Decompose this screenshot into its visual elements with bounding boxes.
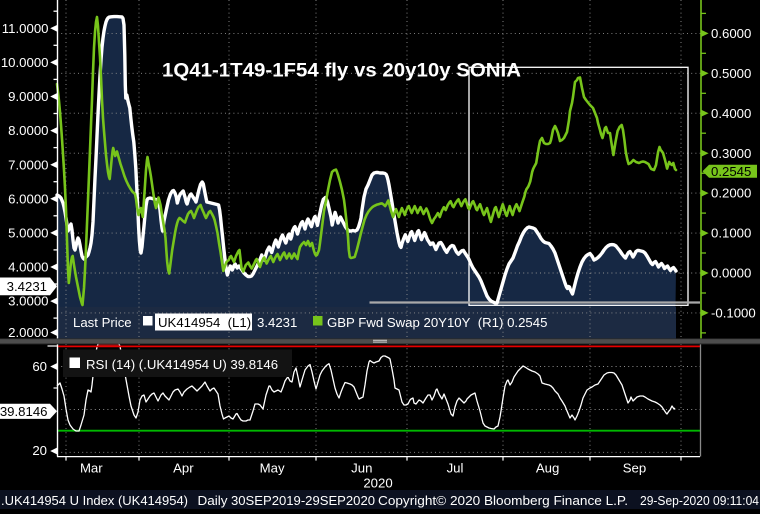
svg-text:Jul: Jul bbox=[447, 460, 464, 475]
svg-text:0.1000: 0.1000 bbox=[711, 226, 751, 241]
svg-text:4.0000: 4.0000 bbox=[8, 260, 48, 275]
svg-text:0.2545: 0.2545 bbox=[711, 164, 751, 179]
svg-text:3.0000: 3.0000 bbox=[8, 294, 48, 309]
svg-text:39.8146: 39.8146 bbox=[0, 404, 48, 419]
svg-text:-0.1000: -0.1000 bbox=[711, 306, 756, 321]
svg-text:10.0000: 10.0000 bbox=[1, 55, 49, 70]
svg-text:0.3000: 0.3000 bbox=[711, 146, 751, 161]
svg-text:1Q41-1T49-1F54 fly vs 20y10y S: 1Q41-1T49-1F54 fly vs 20y10y SONIA bbox=[162, 60, 521, 82]
svg-text:UK414954 (L1): UK414954 (L1) bbox=[158, 315, 251, 330]
svg-text:.UK414954 U Index (UK414954): .UK414954 U Index (UK414954) bbox=[1, 493, 188, 508]
svg-text:0.0000: 0.0000 bbox=[711, 266, 751, 281]
svg-text:3.4231: 3.4231 bbox=[7, 279, 47, 294]
svg-text:0.2000: 0.2000 bbox=[711, 186, 751, 201]
svg-text:2020: 2020 bbox=[363, 476, 392, 491]
svg-text:Sep: Sep bbox=[623, 460, 646, 475]
svg-text:Apr: Apr bbox=[173, 460, 194, 475]
svg-text:RSI (14) (.UK414954 U) 39.8146: RSI (14) (.UK414954 U) 39.8146 bbox=[86, 357, 278, 372]
svg-text:6.0000: 6.0000 bbox=[8, 191, 48, 206]
svg-text:GBP Fwd Swap 20Y10Y (R1) 0.25: GBP Fwd Swap 20Y10Y (R1) 0.2545 bbox=[327, 315, 547, 330]
svg-text:Last Price: Last Price bbox=[73, 315, 132, 330]
svg-text:May: May bbox=[260, 460, 285, 475]
svg-text:30SEP2019-29SEP2020: 30SEP2019-29SEP2020 bbox=[231, 493, 375, 508]
svg-text:2.0000: 2.0000 bbox=[8, 325, 48, 340]
svg-text:20: 20 bbox=[32, 443, 47, 458]
svg-text:Daily: Daily bbox=[198, 493, 228, 508]
svg-text:3.4231: 3.4231 bbox=[257, 315, 297, 330]
svg-text:Mar: Mar bbox=[80, 460, 103, 475]
svg-text:9.0000: 9.0000 bbox=[8, 89, 48, 104]
svg-text:7.0000: 7.0000 bbox=[8, 157, 48, 172]
svg-text:Jun: Jun bbox=[351, 460, 372, 475]
svg-text:60: 60 bbox=[32, 359, 47, 374]
svg-text:0.5000: 0.5000 bbox=[711, 66, 751, 81]
svg-text:Aug: Aug bbox=[536, 460, 559, 475]
svg-text:5.0000: 5.0000 bbox=[8, 226, 48, 241]
svg-text:0.4000: 0.4000 bbox=[711, 106, 751, 121]
svg-text:0.6000: 0.6000 bbox=[711, 26, 751, 41]
svg-text:8.0000: 8.0000 bbox=[8, 123, 48, 138]
svg-text:Copyright© 2020 Bloomberg Fina: Copyright© 2020 Bloomberg Finance L.P. bbox=[378, 493, 628, 508]
svg-text:11.0000: 11.0000 bbox=[2, 21, 49, 36]
svg-text:29-Sep-2020 09:11:04: 29-Sep-2020 09:11:04 bbox=[640, 493, 759, 508]
